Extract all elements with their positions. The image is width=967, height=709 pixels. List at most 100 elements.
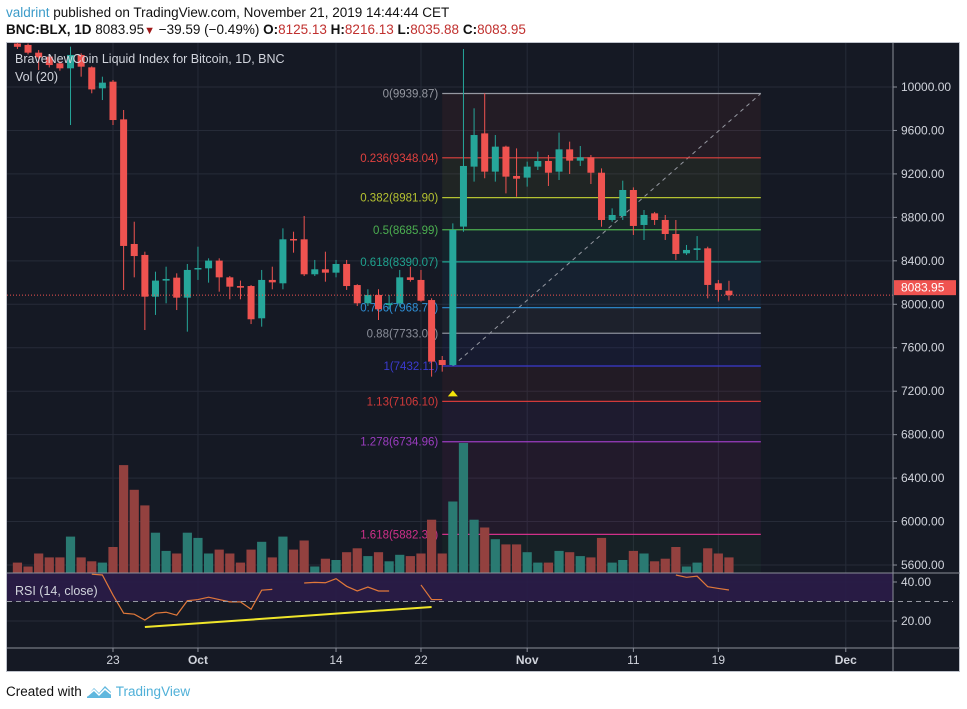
candle	[141, 251, 149, 331]
volume-bar	[65, 536, 76, 573]
candle-body	[109, 81, 117, 121]
volume-bar	[692, 562, 702, 573]
candle-body	[226, 277, 234, 287]
candle-body	[311, 269, 319, 275]
candle-body	[651, 213, 659, 220]
rsi-line	[675, 574, 730, 591]
candles	[13, 43, 733, 377]
symbol: BNC:BLX, 1D	[6, 22, 92, 37]
volume-bar	[278, 536, 288, 573]
candle-body	[24, 44, 32, 53]
price-axis: 10000.00 9600.00 9200.00 8800.00 8400.00 8000…	[893, 80, 951, 572]
candle	[428, 298, 436, 377]
volume-bar	[660, 558, 670, 573]
author-link[interactable]: valdrint	[6, 5, 50, 20]
candle-body	[682, 249, 690, 254]
candle-body	[258, 279, 266, 319]
fib-level-label: 0.236(9348.04)	[360, 153, 438, 165]
last-price: 8083.95	[95, 22, 145, 37]
volume-bar	[267, 557, 277, 573]
volume-bar	[288, 549, 299, 573]
price-tick-label: 8800.00	[901, 210, 945, 224]
volume-bar	[427, 519, 437, 573]
candle	[321, 251, 329, 282]
time-tick-label: 11	[627, 653, 640, 667]
volume-bar	[140, 505, 150, 573]
candle	[417, 269, 425, 302]
candle-body	[45, 56, 53, 66]
candle	[205, 258, 213, 283]
rsi-tick-label: 40.00	[901, 575, 931, 589]
candle-body	[396, 277, 404, 304]
candle-body	[714, 283, 722, 290]
candle-body	[194, 267, 202, 270]
volume-bar	[363, 556, 373, 573]
fib-level-label: 1(7432.11)	[383, 361, 438, 373]
candle-body	[481, 133, 489, 172]
volume-bar	[618, 560, 628, 573]
candle	[109, 79, 117, 126]
candle	[629, 187, 637, 235]
time-tick-label: 14	[329, 653, 343, 667]
volume-bar	[299, 540, 309, 573]
candle-body	[236, 286, 244, 288]
volume-bar	[395, 554, 405, 573]
fib-zone	[442, 441, 761, 535]
candle	[56, 60, 64, 71]
price-change: −39.59 (−0.49%)	[158, 22, 260, 37]
candle	[640, 209, 648, 240]
candle	[491, 135, 499, 182]
candle	[353, 284, 361, 307]
candle-body	[523, 166, 531, 178]
candle-body	[438, 360, 446, 366]
candle	[513, 148, 521, 197]
candle-body	[375, 294, 382, 310]
candle	[375, 289, 382, 321]
volume-bar	[681, 566, 692, 573]
volume-bar	[713, 553, 723, 573]
price-tick-label: 8000.00	[901, 297, 945, 311]
candle	[555, 132, 563, 180]
candle-body	[544, 160, 552, 173]
volume-bar	[469, 519, 479, 573]
created-with-text: Created with	[6, 683, 82, 699]
candle	[438, 355, 446, 372]
candle-body	[470, 135, 478, 167]
close-label: C:	[462, 22, 478, 37]
candle-body	[640, 214, 648, 225]
volume-bar	[671, 547, 681, 573]
candle	[672, 219, 680, 260]
candle	[608, 208, 616, 222]
rsi-trendline	[144, 605, 432, 629]
candle-body	[215, 260, 223, 278]
volume-bar	[87, 561, 97, 573]
candle	[226, 276, 234, 300]
candle	[194, 246, 202, 280]
price-tick-label: 5600.00	[901, 558, 945, 572]
volume-bar	[352, 548, 362, 573]
volume-bar	[108, 547, 118, 573]
fib-level-label: 1.618(5882.32)	[360, 529, 438, 541]
candle	[45, 54, 53, 68]
candle-body	[343, 263, 351, 287]
candle	[98, 76, 106, 101]
triangle-down-icon: ▼	[144, 25, 155, 37]
volume-bar	[172, 553, 182, 573]
candle	[236, 280, 244, 300]
current-price-label: 8083.95	[901, 281, 945, 295]
volume-bar	[703, 548, 713, 573]
candle	[332, 259, 340, 278]
candle-body	[566, 149, 574, 161]
candle-body	[406, 277, 414, 280]
candle	[24, 43, 32, 55]
low-value: 8035.88	[410, 22, 460, 37]
candle	[502, 145, 510, 194]
volume-bar	[405, 556, 415, 573]
volume-bar	[575, 556, 585, 573]
time-tick-label: 22	[414, 653, 428, 667]
tradingview-link[interactable]: TradingView	[115, 683, 191, 699]
candle-body	[428, 300, 436, 362]
candle	[258, 269, 266, 327]
candle	[704, 246, 712, 299]
